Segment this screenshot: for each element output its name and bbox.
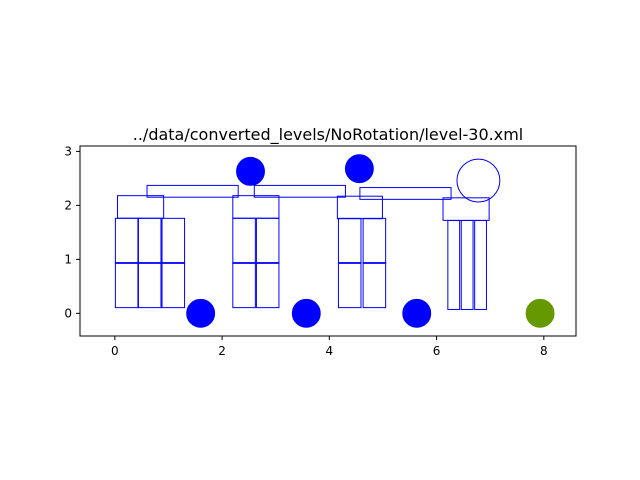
bird-6 [525, 298, 555, 328]
x-tick-label-2: 2 [218, 344, 226, 358]
block-22 [474, 219, 487, 311]
y-tick-label-2: 2 [64, 198, 72, 212]
block-10 [232, 262, 256, 309]
pig-5 [402, 298, 432, 328]
block-12 [232, 195, 280, 219]
block-5 [161, 262, 186, 309]
block-21 [460, 219, 474, 311]
plot-area: 0 2 4 6 8 0 1 2 3 [64, 144, 577, 358]
block-6 [117, 195, 165, 219]
y-tick-label-3: 3 [64, 144, 72, 158]
block-2 [161, 217, 186, 264]
x-tick-label-4: 4 [326, 344, 334, 358]
block-7 [146, 184, 239, 198]
pig-0 [236, 156, 265, 186]
block-8 [232, 217, 256, 264]
block-0 [114, 217, 139, 264]
chart-title: ../data/converted_levels/NoRotation/leve… [133, 125, 523, 145]
block-11 [255, 262, 280, 309]
y-tick-label-0: 0 [64, 306, 72, 320]
block-16 [337, 262, 362, 309]
x-tick-label-6: 6 [433, 344, 441, 358]
block-14 [337, 217, 362, 264]
x-tick-label-0: 0 [111, 344, 119, 358]
block-1 [137, 217, 162, 264]
block-19 [359, 187, 452, 200]
block-15 [362, 217, 387, 264]
block-17 [362, 262, 387, 309]
block-3 [114, 262, 139, 309]
pig-1 [344, 154, 374, 184]
axes-frame [79, 145, 577, 337]
pig-4 [291, 298, 321, 328]
block-4 [137, 262, 162, 309]
x-tick-label-8: 8 [540, 344, 548, 358]
pig-3 [186, 298, 216, 328]
pig-2 [456, 158, 501, 203]
block-9 [255, 217, 280, 264]
block-20 [447, 219, 461, 311]
y-tick-label-1: 1 [64, 252, 72, 266]
block-13 [253, 184, 346, 198]
